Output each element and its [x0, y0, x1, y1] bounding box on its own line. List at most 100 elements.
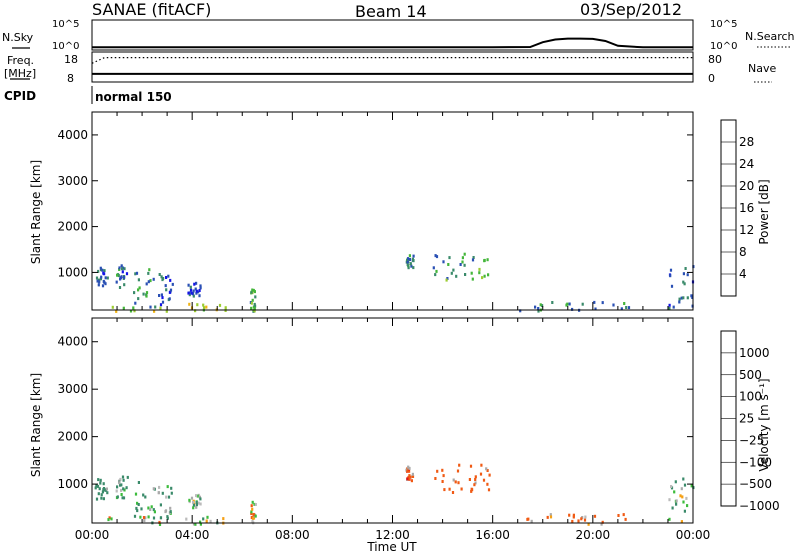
- power-cell: [250, 301, 253, 305]
- velocity-cell: [125, 486, 128, 490]
- velocity-cell: [104, 488, 107, 492]
- power-cell: [121, 267, 124, 271]
- power-cell: [118, 268, 121, 271]
- velocity-cell: [116, 485, 119, 489]
- power-colorbar: 4 8 12 16 20 24 28: [720, 119, 754, 297]
- power-cell: [224, 306, 227, 310]
- velocity-cell: [194, 522, 197, 526]
- power-colorbar-tick-label: 8: [739, 245, 747, 259]
- velocity-cell: [485, 467, 488, 471]
- power-cell: [478, 267, 481, 271]
- power-cell: [686, 273, 689, 277]
- nave-series-line: [91, 56, 693, 64]
- cpid-label: CPID: [4, 89, 36, 103]
- power-ytick-label: 1000: [57, 265, 88, 279]
- power-cell: [188, 293, 191, 297]
- power-cell: [149, 305, 152, 309]
- velocity-cell: [488, 473, 491, 477]
- velocity-cell: [136, 501, 139, 505]
- power-cell: [154, 305, 157, 309]
- power-cell: [486, 258, 489, 262]
- power-cell: [194, 309, 197, 313]
- power-cell: [483, 274, 486, 278]
- power-cell: [253, 306, 256, 310]
- velocity-cell: [482, 478, 486, 482]
- power-cell: [593, 300, 596, 304]
- power-cell: [125, 272, 129, 276]
- velocity-cell: [123, 488, 126, 492]
- velocity-cell: [571, 519, 574, 523]
- velocity-cell: [460, 487, 463, 491]
- velocity-cell: [686, 504, 689, 508]
- power-cell: [612, 303, 615, 307]
- velocity-cell: [115, 489, 118, 493]
- velocity-cell: [188, 498, 191, 502]
- velocity-cell: [406, 469, 409, 473]
- velocity-cell: [409, 475, 412, 479]
- power-cell: [134, 301, 137, 305]
- power-cell: [568, 302, 571, 306]
- velocity-cell: [580, 517, 583, 521]
- power-cell: [435, 269, 438, 273]
- velocity-cell: [142, 516, 146, 519]
- power-cell: [118, 286, 122, 289]
- velocity-cell: [600, 522, 603, 526]
- power-cell: [406, 257, 410, 261]
- power-cell: [98, 280, 101, 284]
- velocity-cell: [100, 493, 103, 497]
- velocity-cell: [107, 518, 110, 522]
- velocity-cell: [668, 498, 671, 502]
- power-cell: [565, 303, 568, 307]
- velocity-cell: [149, 508, 152, 511]
- power-cell: [253, 309, 256, 313]
- velocity-cell: [690, 484, 693, 488]
- power-cell: [408, 254, 411, 258]
- velocity-cell: [448, 487, 451, 491]
- power-cell: [102, 271, 105, 275]
- power-cell: [129, 309, 133, 313]
- power-cell: [678, 297, 681, 301]
- power-cell: [690, 294, 693, 298]
- power-cell: [147, 271, 150, 275]
- velocity-cell: [685, 496, 688, 500]
- velocity-cell: [411, 472, 414, 476]
- velocity-ylabel: Slant Range [km]: [29, 373, 43, 477]
- power-cell: [134, 272, 137, 276]
- velocity-cell: [250, 510, 253, 514]
- velocity-cell: [95, 484, 98, 488]
- power-cell: [252, 288, 255, 292]
- power-cell: [167, 274, 170, 278]
- power-cell: [682, 272, 685, 276]
- power-cell: [158, 294, 161, 297]
- velocity-cell: [683, 483, 687, 487]
- velocity-cell: [549, 513, 552, 517]
- velocity-cell: [192, 506, 195, 510]
- power-cell: [189, 285, 192, 289]
- velocity-cell: [139, 515, 142, 519]
- velocity-cell: [169, 510, 172, 514]
- power-cell: [678, 300, 681, 304]
- nave-tick-bottom: 0: [708, 72, 715, 85]
- velocity-cell: [682, 500, 685, 504]
- velocity-cell: [530, 519, 533, 523]
- velocity-cell: [479, 472, 483, 476]
- velocity-cell: [195, 494, 198, 498]
- velocity-cell: [133, 514, 137, 518]
- power-cell: [455, 274, 458, 278]
- velocity-cell: [199, 520, 202, 524]
- power-cell: [250, 306, 253, 310]
- power-cell: [189, 288, 193, 292]
- velocity-cell: [252, 516, 255, 520]
- power-cell: [159, 303, 163, 307]
- velocity-cell: [680, 520, 683, 524]
- power-cell: [190, 291, 193, 295]
- velocity-ytick-label: 1000: [57, 477, 88, 491]
- velocity-cell: [474, 478, 477, 481]
- power-cell: [198, 289, 201, 292]
- velocity-cell: [251, 500, 254, 504]
- power-cell: [145, 282, 148, 286]
- power-cell: [101, 284, 105, 288]
- velocity-cell: [408, 466, 411, 470]
- velocity-cell: [97, 478, 100, 482]
- power-cell: [148, 268, 151, 272]
